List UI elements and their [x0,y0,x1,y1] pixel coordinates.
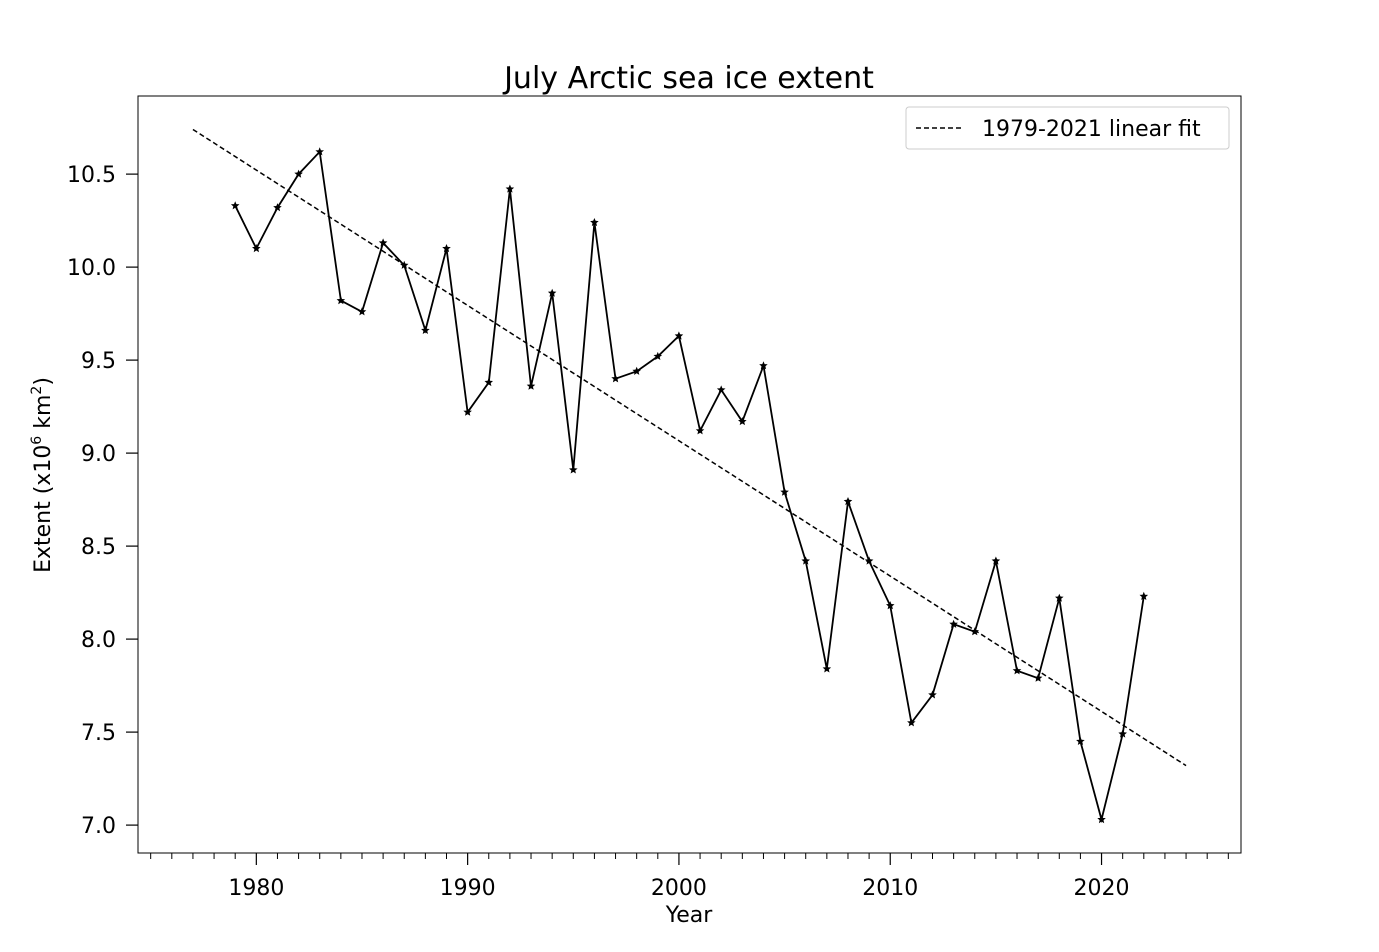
data-point-1997 [611,374,620,383]
data-point-2002 [716,385,726,394]
data-point-1982 [294,169,303,178]
data-point-1991 [484,377,493,387]
data-point-2014 [970,627,979,636]
data-point-2019 [1076,736,1085,745]
data-point-2018 [1055,593,1064,602]
data-point-1981 [273,203,282,212]
data-point-2001 [695,426,705,435]
linear-fit-line [192,128,1187,767]
extent-series-line [234,149,1145,824]
x-tick-label: 2000 [651,876,707,901]
data-point-1984 [336,296,346,305]
data-point-1980 [252,244,261,253]
x-tick-label: 2010 [862,876,918,901]
data-point-2008 [843,497,853,506]
y-axis-label: Extent (x106 km2) [29,377,56,573]
data-point-1983 [315,147,324,156]
x-tick-label: 1980 [228,876,284,901]
data-point-1992 [505,184,515,193]
y-tick-label: 9.5 [81,349,116,374]
y-tick-label: 8.5 [81,535,116,560]
data-point-2015 [991,556,1001,565]
data-point-2017 [1033,673,1043,682]
data-point-1994 [547,288,557,297]
data-point-1987 [400,260,409,269]
data-point-2021 [1118,729,1127,738]
y-tick-label: 7.0 [81,814,116,839]
data-point-1995 [569,465,578,474]
y-tick-label: 10.5 [67,163,116,188]
y-tick-label: 8.0 [81,628,116,653]
data-point-1996 [590,218,599,227]
data-point-2006 [801,556,810,565]
data-point-1993 [526,381,536,390]
data-point-2009 [864,556,874,565]
data-point-1979 [230,201,240,210]
data-point-1990 [463,407,472,416]
data-point-1989 [442,244,451,253]
data-point-1988 [421,325,430,334]
y-tick-label: 10.0 [67,256,116,281]
data-point-2013 [949,619,958,628]
plot-area [137,95,1242,854]
data-point-2010 [886,601,895,610]
data-point-2011 [907,718,916,727]
data-point-2003 [738,417,747,426]
legend-box [905,106,1230,150]
y-tick-label: 7.5 [81,721,116,746]
data-point-1985 [357,307,367,316]
data-point-1999 [653,351,663,360]
legend-fit-label: 1979-2021 linear fit [982,117,1201,142]
x-tick-label: 1990 [440,876,496,901]
chart-title: July Arctic sea ice extent [502,61,874,96]
data-point-2020 [1097,815,1106,824]
legend: 1979-2021 linear fit [905,106,1230,150]
data-point-2004 [759,361,768,370]
data-point-2012 [928,690,937,699]
data-point-2007 [822,664,832,673]
data-point-2005 [780,487,789,496]
data-point-2022 [1139,591,1149,600]
x-axis-label: Year [665,903,714,928]
data-point-1998 [632,366,641,375]
data-point-2000 [674,331,684,340]
x-tick-label: 2020 [1074,876,1130,901]
data-point-2016 [1012,666,1022,675]
data-point-1986 [378,238,388,247]
y-tick-label: 9.0 [81,442,116,467]
